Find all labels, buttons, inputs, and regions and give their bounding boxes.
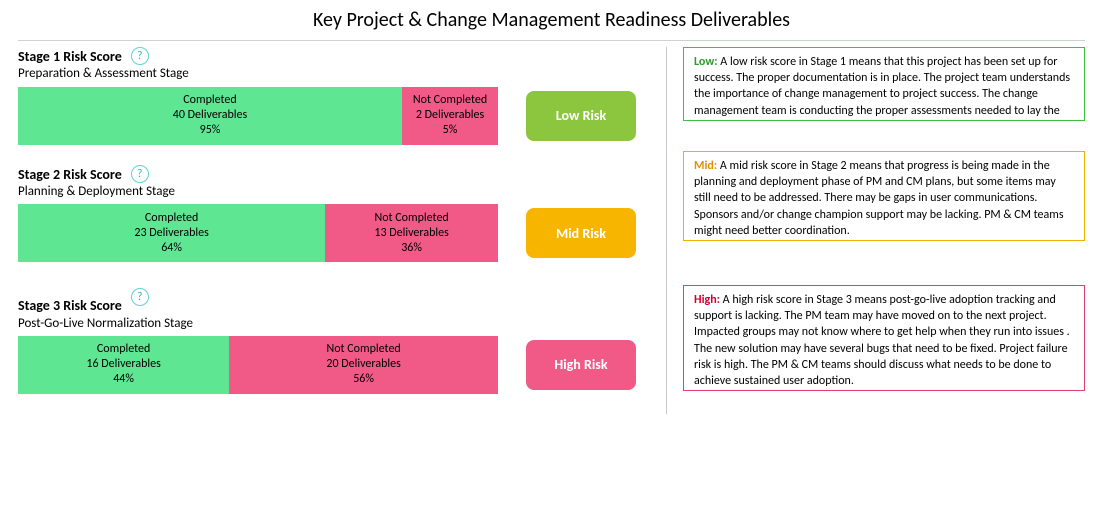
page-title: Key Project & Change Management Readines… [0,0,1103,38]
stage-2-header: Stage 2 Risk Score ? Planning & Deployme… [18,165,648,201]
high-risk-description: High: A high risk score in Stage 3 means… [683,285,1085,391]
stage-1: Stage 1 Risk Score ? Preparation & Asses… [18,47,648,145]
segment-pct: 5% [443,123,458,138]
mid-risk-description: Mid: A mid risk score in Stage 2 means t… [683,151,1085,241]
segment-title: Completed [97,342,150,357]
main-area: Stage 1 Risk Score ? Preparation & Asses… [0,47,1103,414]
stage-3-header: Stage 3 Risk Score ? Post-Go-Live Normal… [18,296,648,332]
segment-title: Not Completed [413,93,487,108]
stage-1-bar: Completed 40 Deliverables 95% Not Comple… [18,87,498,145]
low-risk-description: Low: A low risk score in Stage 1 means t… [683,47,1085,121]
stage-3-label: Stage 3 Risk Score [18,297,122,314]
help-icon[interactable]: ? [131,47,149,65]
desc-text-high: A high risk score in Stage 3 means post-… [694,293,1070,388]
stage-2-completed-segment: Completed 23 Deliverables 64% [18,204,325,262]
stage-2-bar: Completed 23 Deliverables 64% Not Comple… [18,204,498,262]
segment-title: Completed [145,211,198,226]
vertical-divider [666,47,667,414]
segment-pct: 44% [113,372,134,387]
desc-text-mid: A mid risk score in Stage 2 means that p… [694,159,1064,238]
segment-title: Not Completed [326,342,400,357]
badge-text: Mid Risk [556,225,606,242]
segment-pct: 64% [161,241,182,256]
stage-3: Stage 3 Risk Score ? Post-Go-Live Normal… [18,296,648,394]
help-icon[interactable]: ? [131,288,149,306]
help-icon[interactable]: ? [131,165,149,183]
segment-count: 13 Deliverables [374,226,448,241]
stage-3-risk-badge: High Risk [526,340,636,390]
desc-label-low: Low: [694,55,718,69]
stage-1-header: Stage 1 Risk Score ? Preparation & Asses… [18,47,648,83]
stage-2-notcompleted-segment: Not Completed 13 Deliverables 36% [325,204,498,262]
segment-pct: 95% [200,123,221,138]
stage-2-label: Stage 2 Risk Score [18,166,122,183]
desc-label-mid: Mid: [694,159,717,173]
descriptions-column: Low: A low risk score in Stage 1 means t… [675,47,1085,414]
desc-label-high: High: [694,293,720,307]
segment-title: Completed [183,93,236,108]
stage-2: Stage 2 Risk Score ? Planning & Deployme… [18,165,648,263]
segment-count: 20 Deliverables [326,357,400,372]
stage-3-row: Completed 16 Deliverables 44% Not Comple… [18,336,648,394]
stage-1-completed-segment: Completed 40 Deliverables 95% [18,87,402,145]
stage-3-notcompleted-segment: Not Completed 20 Deliverables 56% [229,336,498,394]
stage-1-row: Completed 40 Deliverables 95% Not Comple… [18,87,648,145]
stage-1-risk-badge: Low Risk [526,91,636,141]
stage-3-bar: Completed 16 Deliverables 44% Not Comple… [18,336,498,394]
stage-1-subtitle: Preparation & Assessment Stage [18,66,648,82]
stages-column: Stage 1 Risk Score ? Preparation & Asses… [18,47,658,414]
segment-pct: 36% [401,241,422,256]
segment-count: 16 Deliverables [86,357,160,372]
segment-title: Not Completed [374,211,448,226]
badge-text: Low Risk [556,107,606,124]
stage-3-subtitle: Post-Go-Live Normalization Stage [18,316,648,332]
stage-2-row: Completed 23 Deliverables 64% Not Comple… [18,204,648,262]
badge-text: High Risk [554,356,607,373]
segment-pct: 56% [353,372,374,387]
desc-text-low: A low risk score in Stage 1 means that t… [694,55,1070,118]
segment-count: 23 Deliverables [134,226,208,241]
segment-count: 2 Deliverables [416,108,484,123]
stage-3-completed-segment: Completed 16 Deliverables 44% [18,336,229,394]
segment-count: 40 Deliverables [173,108,247,123]
stage-2-subtitle: Planning & Deployment Stage [18,184,648,200]
stage-1-notcompleted-segment: Not Completed 2 Deliverables 5% [402,87,498,145]
stage-2-risk-badge: Mid Risk [526,208,636,258]
header-divider [18,40,1085,41]
stage-1-label: Stage 1 Risk Score [18,48,122,65]
